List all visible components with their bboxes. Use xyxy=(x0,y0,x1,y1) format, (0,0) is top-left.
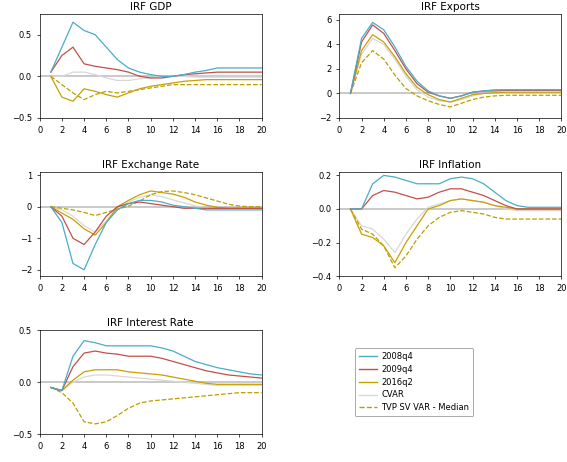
Title: IRF Inflation: IRF Inflation xyxy=(419,160,481,170)
Title: IRF Interest Rate: IRF Interest Rate xyxy=(107,318,194,328)
Legend: 2008q4, 2009q4, 2016q2, CVAR, TVP SV VAR - Median: 2008q4, 2009q4, 2016q2, CVAR, TVP SV VAR… xyxy=(354,348,473,416)
Title: IRF GDP: IRF GDP xyxy=(130,2,171,12)
Title: IRF Exports: IRF Exports xyxy=(421,2,480,12)
Title: IRF Exchange Rate: IRF Exchange Rate xyxy=(102,160,199,170)
